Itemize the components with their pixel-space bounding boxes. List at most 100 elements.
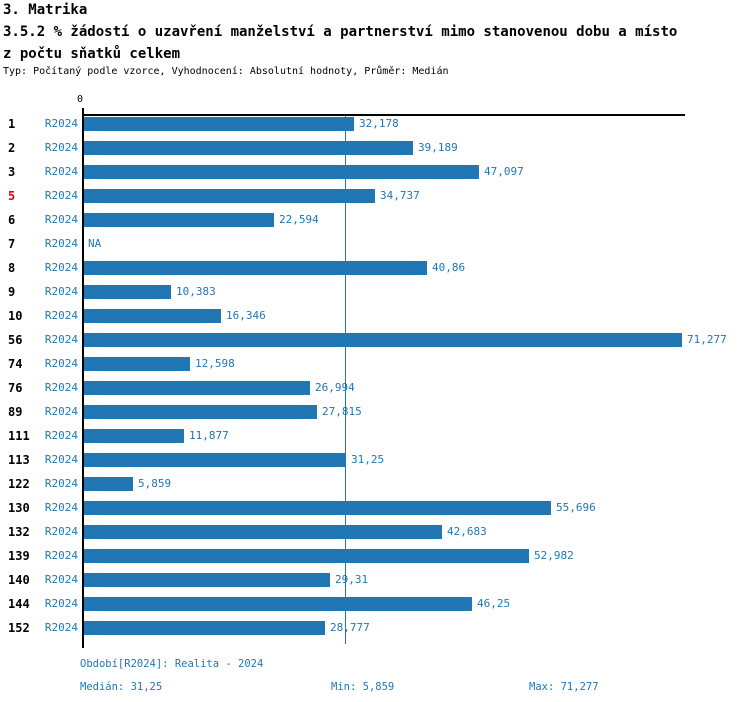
footer-median-stat: Medián: 31,25 bbox=[80, 681, 163, 693]
bar bbox=[84, 213, 274, 227]
series-label: R2024 bbox=[44, 597, 78, 610]
row-id-label: 111 bbox=[8, 429, 30, 443]
bar bbox=[84, 525, 442, 539]
footer-min-stat: Min: 5,859 bbox=[331, 681, 395, 693]
bar-value-label: 40,86 bbox=[432, 261, 466, 274]
row-id-label: 3 bbox=[8, 165, 16, 179]
row-id-label: 122 bbox=[8, 477, 30, 491]
bar bbox=[84, 573, 330, 587]
chart-row-122: 122 R2024 5,859 bbox=[0, 477, 750, 491]
chart-row-9: 9 R2024 10,383 bbox=[0, 285, 750, 299]
bar-value-label: 34,737 bbox=[380, 189, 420, 202]
chart-row-139: 139 R2024 52,982 bbox=[0, 549, 750, 563]
row-id-label: 1 bbox=[8, 117, 16, 131]
bar bbox=[84, 477, 133, 491]
bar-value-label: 12,598 bbox=[195, 357, 235, 370]
bar bbox=[84, 621, 325, 635]
chart-row-144: 144 R2024 46,25 bbox=[0, 597, 750, 611]
series-label: R2024 bbox=[44, 501, 78, 514]
bar-value-label: 27,815 bbox=[322, 405, 362, 418]
bar bbox=[84, 597, 472, 611]
series-label: R2024 bbox=[44, 357, 78, 370]
chart-subtitle: Typ: Počítaný podle vzorce, Vyhodnocení:… bbox=[3, 66, 449, 77]
chart-row-76: 76 R2024 26,994 bbox=[0, 381, 750, 395]
bar-value-label: 22,594 bbox=[279, 213, 319, 226]
series-label: R2024 bbox=[44, 189, 78, 202]
row-id-label: 9 bbox=[8, 285, 16, 299]
series-label: R2024 bbox=[44, 477, 78, 490]
bar-value-label: 32,178 bbox=[359, 117, 399, 130]
bar-value-label: NA bbox=[88, 237, 102, 250]
row-id-label: 144 bbox=[8, 597, 30, 611]
series-label: R2024 bbox=[44, 261, 78, 274]
bar-value-label: 16,346 bbox=[226, 309, 266, 322]
series-label: R2024 bbox=[44, 213, 78, 226]
bar-value-label: 71,277 bbox=[687, 333, 727, 346]
bar-value-label: 46,25 bbox=[477, 597, 511, 610]
bar bbox=[84, 333, 682, 347]
row-id-label: 10 bbox=[8, 309, 23, 323]
chart-row-132: 132 R2024 42,683 bbox=[0, 525, 750, 539]
footer-period-legend: Období[R2024]: Realita - 2024 bbox=[80, 658, 264, 670]
row-id-label: 89 bbox=[8, 405, 23, 419]
series-label: R2024 bbox=[44, 237, 78, 250]
bar bbox=[84, 453, 346, 467]
row-id-label: 130 bbox=[8, 501, 30, 515]
chart-row-10: 10 R2024 16,346 bbox=[0, 309, 750, 323]
series-label: R2024 bbox=[44, 141, 78, 154]
bar bbox=[84, 261, 427, 275]
bar-value-label: 31,25 bbox=[351, 453, 385, 466]
bar-value-label: 28,777 bbox=[330, 621, 370, 634]
series-label: R2024 bbox=[44, 549, 78, 562]
row-id-label: 7 bbox=[8, 237, 16, 251]
bar-value-label: 10,383 bbox=[176, 285, 216, 298]
chart-row-74: 74 R2024 12,598 bbox=[0, 357, 750, 371]
bar-value-label: 55,696 bbox=[556, 501, 596, 514]
row-id-label: 152 bbox=[8, 621, 30, 635]
row-id-label: 8 bbox=[8, 261, 16, 275]
bar bbox=[84, 357, 190, 371]
series-label: R2024 bbox=[44, 453, 78, 466]
chart-row-8: 8 R2024 40,86 bbox=[0, 261, 750, 275]
bar-value-label: 11,877 bbox=[189, 429, 229, 442]
row-id-label: 76 bbox=[8, 381, 23, 395]
chart-row-111: 111 R2024 11,877 bbox=[0, 429, 750, 443]
bar-value-label: 42,683 bbox=[447, 525, 487, 538]
bar bbox=[84, 285, 171, 299]
bar-value-label: 26,994 bbox=[315, 381, 355, 394]
chart-row-152: 152 R2024 28,777 bbox=[0, 621, 750, 635]
chart-row-56: 56 R2024 71,277 bbox=[0, 333, 750, 347]
bar bbox=[84, 141, 413, 155]
bar-value-label: 52,982 bbox=[534, 549, 574, 562]
series-label: R2024 bbox=[44, 429, 78, 442]
bar bbox=[84, 189, 375, 203]
series-label: R2024 bbox=[44, 381, 78, 394]
row-id-label: 113 bbox=[8, 453, 30, 467]
chart-row-3: 3 R2024 47,097 bbox=[0, 165, 750, 179]
row-id-label: 132 bbox=[8, 525, 30, 539]
bar bbox=[84, 405, 317, 419]
chart-row-7: 7 R2024 NA bbox=[0, 237, 750, 251]
chart-heading-line-2: z počtu sňatků celkem bbox=[3, 46, 181, 62]
median-reference-line bbox=[345, 116, 346, 644]
series-label: R2024 bbox=[44, 285, 78, 298]
bar-value-label: 29,31 bbox=[335, 573, 369, 586]
bar bbox=[84, 429, 184, 443]
series-label: R2024 bbox=[44, 573, 78, 586]
series-label: R2024 bbox=[44, 309, 78, 322]
series-label: R2024 bbox=[44, 117, 78, 130]
row-id-label: 56 bbox=[8, 333, 23, 347]
row-id-label: 139 bbox=[8, 549, 30, 563]
bar bbox=[84, 117, 354, 131]
bar bbox=[84, 381, 310, 395]
series-label: R2024 bbox=[44, 621, 78, 634]
chart-row-89: 89 R2024 27,815 bbox=[0, 405, 750, 419]
bar-value-label: 5,859 bbox=[138, 477, 172, 490]
chart-row-1: 1 R2024 32,178 bbox=[0, 117, 750, 131]
x-axis-zero-tick-label: 0 bbox=[77, 94, 84, 105]
series-label: R2024 bbox=[44, 405, 78, 418]
row-id-label: 140 bbox=[8, 573, 30, 587]
bar bbox=[84, 501, 551, 515]
x-axis-line bbox=[82, 114, 685, 116]
